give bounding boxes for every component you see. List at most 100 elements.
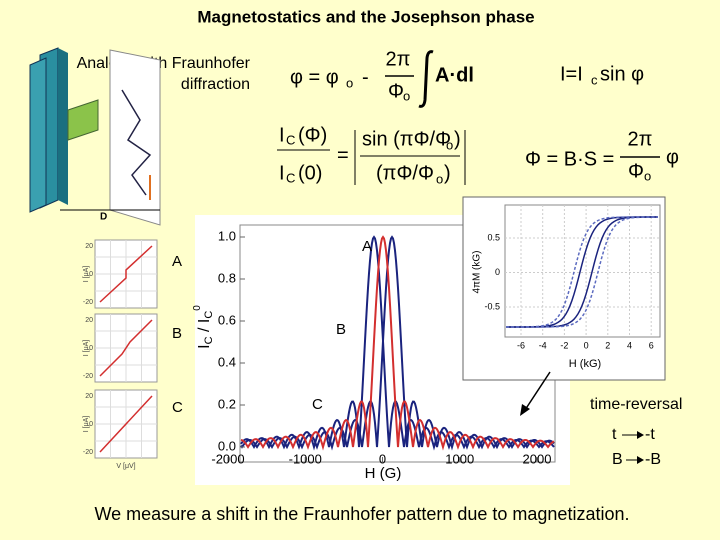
- screen: [109, 49, 161, 226]
- x-tick-label: 0: [379, 451, 386, 466]
- iv-curve: [99, 319, 153, 377]
- equation-sub: c: [591, 72, 598, 87]
- curve: [240, 235, 555, 451]
- y-tick-label: 0.0: [218, 438, 236, 453]
- iv-plots: A I [μA] 20 0 -20 B I [μA] 20 0 -20 C I [μA] 20 0 -20 V…: [83, 239, 183, 470]
- x-axis-label: H (kG): [569, 358, 601, 370]
- hysteresis-curve: [506, 216, 658, 328]
- equation: (Φ): [298, 124, 327, 146]
- y-tick-label: 0.8: [218, 270, 236, 285]
- equation: 2π: [628, 128, 653, 150]
- iv-y-tick: 20: [85, 393, 93, 400]
- iv-y-tick: 20: [85, 317, 93, 324]
- equation: Φ: [628, 160, 644, 182]
- x-tick-label: 0: [584, 340, 589, 350]
- arrow-head: [637, 456, 644, 464]
- iv-y-tick: -20: [83, 299, 93, 306]
- annotation: A: [362, 238, 372, 255]
- y-tick-label: -0.5: [484, 301, 500, 311]
- symbol: -B: [645, 451, 661, 468]
- y-axis-label: 4πM (kG): [472, 250, 483, 293]
- equation-sub: o: [436, 171, 443, 186]
- iv-curve: [99, 245, 153, 303]
- x-axis-label: H (G): [365, 465, 402, 482]
- hysteresis-plot: -6 -4 -2 0 2 4 6 0.5 0 -0.5: [484, 205, 660, 350]
- barrier: [67, 99, 99, 141]
- equation: sin φ: [600, 63, 644, 85]
- y-tick-label: 0.4: [218, 354, 236, 369]
- equation: φ: [666, 146, 679, 168]
- iv-y-tick: -20: [83, 373, 93, 380]
- x-tick-label: -2000: [211, 451, 244, 466]
- y-tick-label: 0: [495, 267, 500, 277]
- arrow-head: [520, 404, 530, 416]
- iv-y-tick: -20: [83, 449, 93, 456]
- x-tick-label: -4: [539, 340, 547, 350]
- curve: [240, 235, 555, 451]
- y-axis-label: IC / IC0: [192, 305, 215, 349]
- y-tick-label: 0.2: [218, 396, 236, 411]
- y-axis-label: 0: [192, 305, 203, 311]
- inset-frame: [504, 204, 661, 338]
- fraunhofer-curves: [240, 235, 555, 451]
- equation: -: [362, 66, 369, 88]
- x-tick-label: -6: [517, 340, 525, 350]
- analogy-text: diffraction: [181, 76, 250, 93]
- equation: (πΦ/Φ: [376, 162, 434, 184]
- equation: A·dl: [435, 64, 474, 86]
- annotation: C: [312, 396, 323, 413]
- annotation: B: [336, 321, 346, 338]
- iv-label: B: [172, 325, 182, 342]
- y-tick-label: 0.6: [218, 312, 236, 327]
- equation-sub: C: [286, 170, 295, 185]
- conclusion: We measure a shift in the Fraunhofer pat…: [95, 504, 630, 524]
- x-tick-label: 6: [649, 340, 654, 350]
- iv-y-tick: 0: [89, 345, 93, 352]
- equation-sub: C: [286, 132, 295, 147]
- equation-sub: o: [644, 168, 651, 183]
- integral-sign: [418, 50, 434, 108]
- equation: Φ: [388, 80, 404, 102]
- equation: I: [279, 162, 285, 184]
- x-tick-label: 2000: [523, 451, 552, 466]
- equation-sub: o: [403, 88, 410, 103]
- iv-y-label: I [μA]: [83, 416, 90, 433]
- iv-y-tick: 20: [85, 243, 93, 250]
- x-tick-label: 1000: [445, 451, 474, 466]
- iv-label: A: [172, 253, 182, 270]
- slab-side: [58, 48, 68, 205]
- equation: sin (πΦ/Φ: [362, 128, 451, 150]
- x-tick-label: 2: [605, 340, 610, 350]
- symbol: t: [612, 426, 617, 443]
- inset-background: [462, 196, 666, 381]
- equation: (0): [298, 162, 322, 184]
- iv-y-label: I [μA]: [83, 266, 90, 283]
- iv-label: C: [172, 399, 183, 416]
- y-tick-label: 1.0: [218, 228, 236, 243]
- junction-illustration: D: [29, 47, 161, 226]
- iv-y-label: I [μA]: [83, 340, 90, 357]
- equation: I: [279, 124, 285, 146]
- pointer-line: [524, 371, 551, 411]
- y-axis-label: C: [203, 311, 215, 319]
- arrow-head: [637, 431, 644, 439]
- iv-y-tick: 0: [89, 421, 93, 428]
- y-axis-label: C: [203, 336, 215, 344]
- slide-title: Magnetostatics and the Josephson phase: [197, 7, 534, 26]
- analogy-text: Analogy with Fraunhofer: [77, 55, 251, 72]
- equation: I=I: [560, 63, 583, 85]
- equation: ): [444, 162, 451, 184]
- iv-x-label: V [μV]: [116, 463, 135, 470]
- pattern-sketch: [121, 89, 152, 196]
- equation: =: [337, 144, 349, 166]
- iv-y-tick: 0: [89, 271, 93, 278]
- equation-sub: o: [346, 75, 353, 90]
- equation: Φ = B·S =: [525, 148, 614, 170]
- equation: φ = φ: [290, 66, 339, 88]
- y-axis-label: I: [196, 344, 213, 348]
- iv-curve: [99, 395, 153, 453]
- time-reversal-title: time-reversal: [590, 396, 682, 413]
- x-tick-label: 4: [627, 340, 632, 350]
- y-tick-label: 0.5: [487, 232, 500, 242]
